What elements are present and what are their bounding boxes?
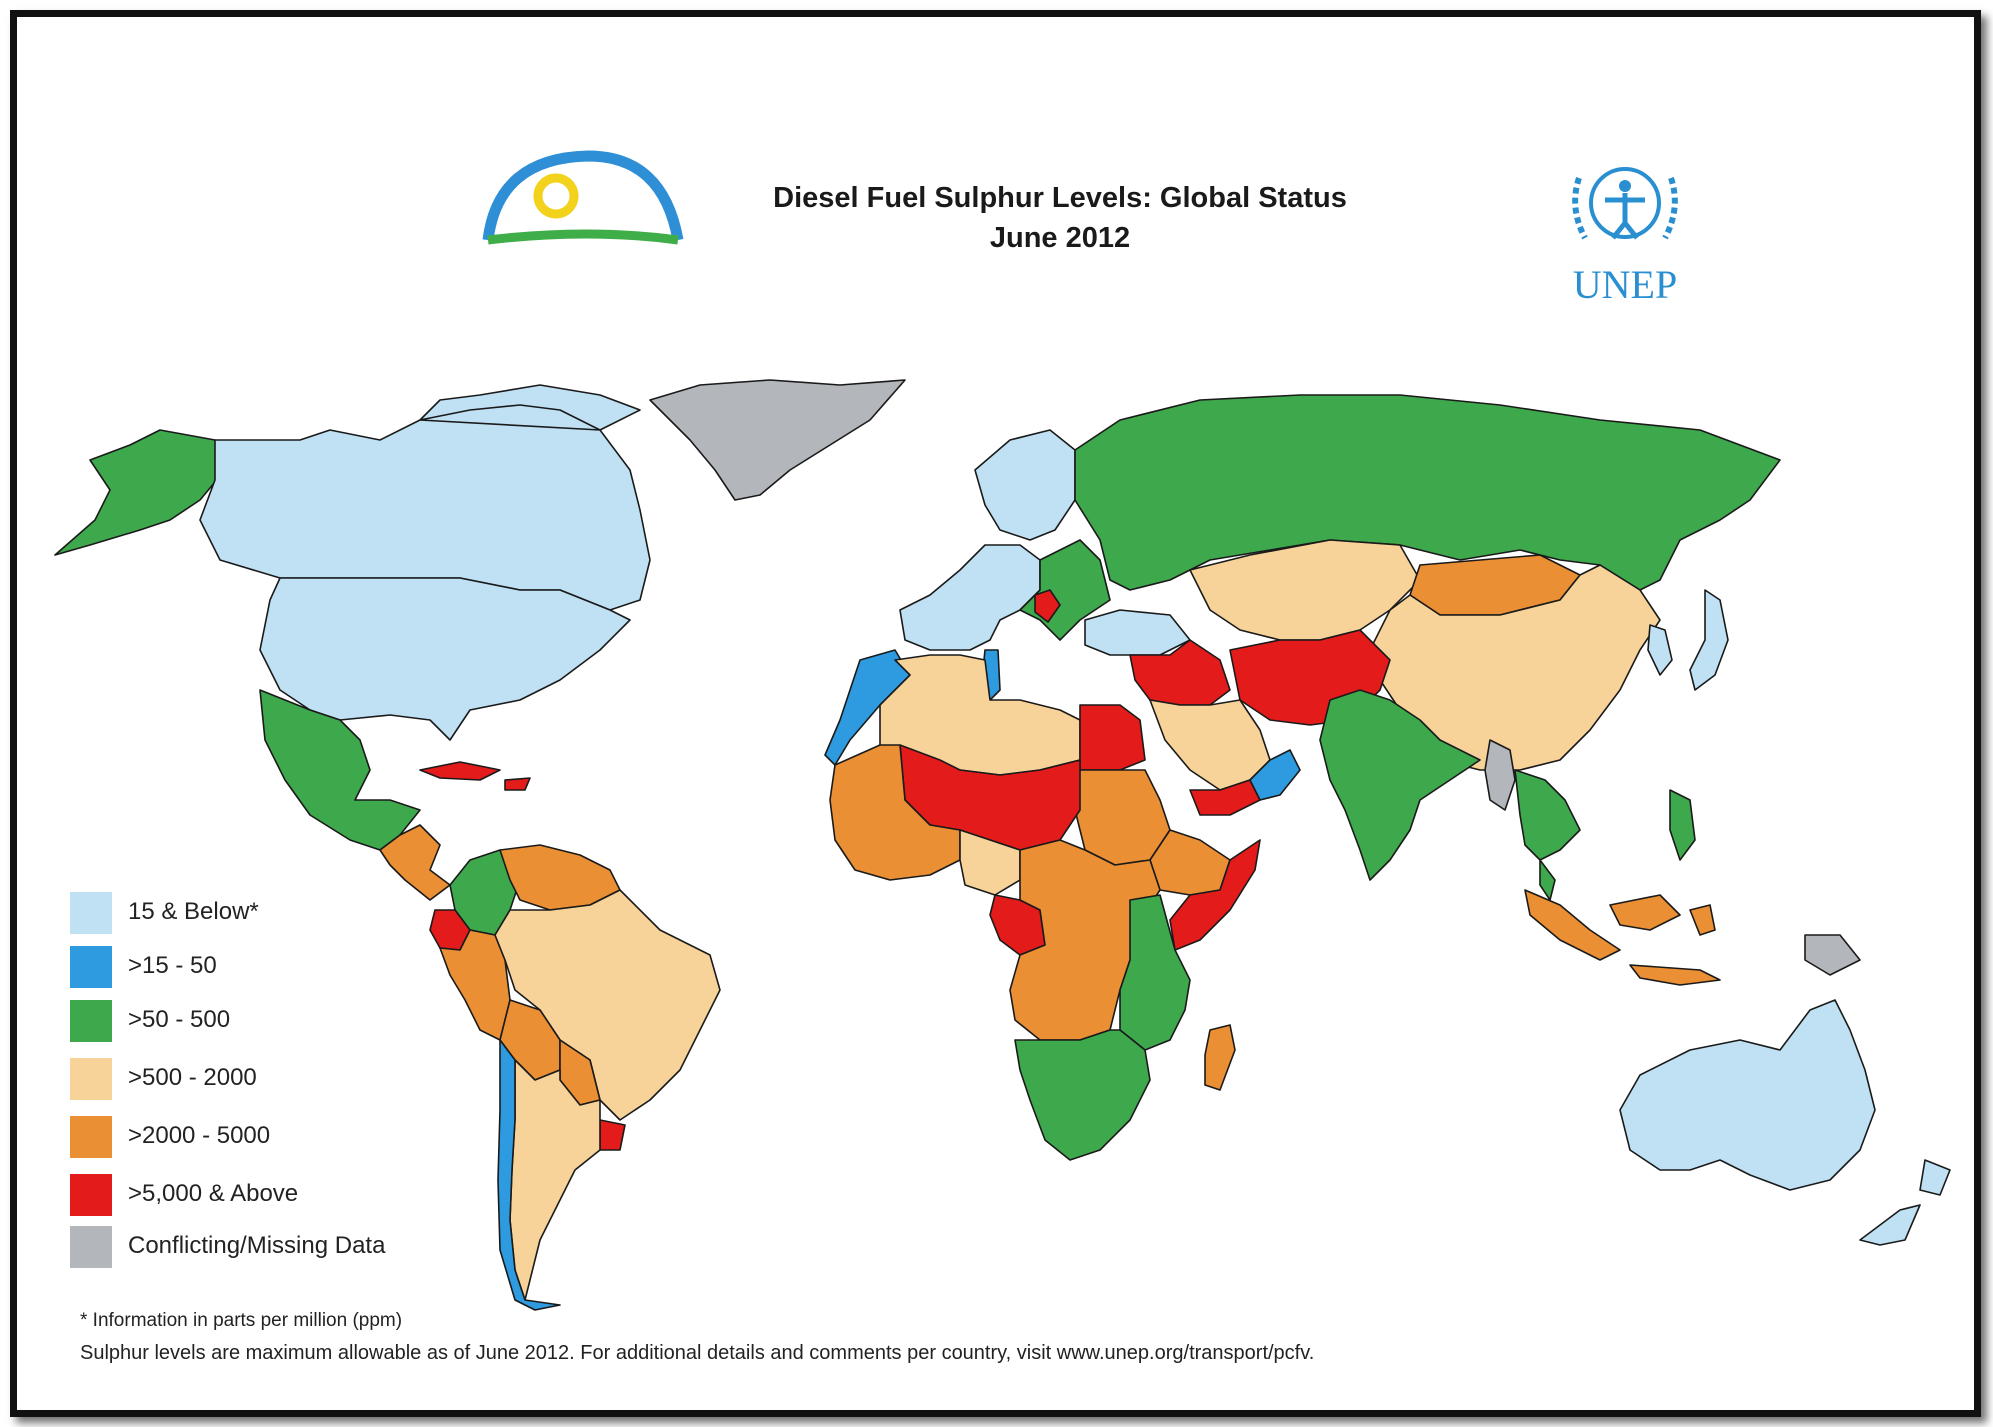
- region-central-america: [379, 824, 451, 901]
- region-cuba: [419, 761, 531, 791]
- legend-swatch: [70, 1174, 112, 1216]
- unep-logo: UNEP: [1555, 148, 1695, 308]
- region-turkey: [1084, 609, 1191, 656]
- legend-label: >15 - 50: [128, 952, 217, 979]
- region-mexico: [259, 689, 421, 851]
- region-uruguay: [599, 1119, 626, 1151]
- region-somalia: [1169, 839, 1261, 951]
- pcfv-logo: [478, 148, 688, 288]
- legend-label: >2000 - 5000: [128, 1122, 271, 1149]
- region-korea: [1647, 624, 1673, 676]
- region-east-africa: [1119, 894, 1191, 1051]
- region-madagascar: [1204, 1024, 1236, 1091]
- region-alaska: [54, 429, 226, 556]
- region-southeast-asia: [1514, 769, 1581, 901]
- legend-swatch: [70, 892, 112, 934]
- region-japan: [1689, 589, 1729, 691]
- region-oman: [1249, 749, 1301, 801]
- region-philippines: [1669, 789, 1696, 861]
- region-indonesia: [1524, 889, 1721, 986]
- legend-swatch: [70, 946, 112, 988]
- legend-label: 15 & Below*: [128, 898, 259, 925]
- legend-label: Conflicting/Missing Data: [128, 1232, 386, 1259]
- title-line-1: Diesel Fuel Sulphur Levels: Global Statu…: [773, 182, 1347, 214]
- svg-text:UNEP: UNEP: [1573, 262, 1677, 307]
- region-india: [1319, 689, 1481, 881]
- legend-swatch: [70, 1226, 112, 1268]
- region-nigeria: [959, 829, 1021, 896]
- region-new-zealand: [1859, 1159, 1951, 1246]
- legend-label: >5,000 & Above: [128, 1180, 299, 1207]
- region-western-europe: [899, 544, 1041, 651]
- region-russia: [1074, 394, 1781, 591]
- region-scandinavia: [974, 429, 1076, 541]
- region-morocco: [824, 649, 911, 766]
- region-usa: [259, 577, 631, 741]
- unep-logo-icon: UNEP: [1572, 167, 1678, 307]
- map-title: Diesel Fuel Sulphur Levels: Global Statu…: [700, 178, 1420, 258]
- legend-swatch: [70, 1058, 112, 1100]
- region-canada: [199, 384, 651, 611]
- region-kazakhstan-central-asia: [1189, 539, 1421, 641]
- region-serbia: [1034, 589, 1061, 623]
- region-southern-africa: [1014, 1029, 1151, 1161]
- region-middle-east-red: [1129, 639, 1231, 706]
- legend-label: >50 - 500: [128, 1006, 231, 1033]
- region-egypt: [1079, 704, 1146, 771]
- footnote-units: * Information in parts per million (ppm): [80, 1310, 403, 1331]
- footnote-source: Sulphur levels are maximum allowable as …: [80, 1342, 1315, 1364]
- title-line-2: June 2012: [989, 222, 1131, 254]
- region-chile: [497, 1039, 561, 1311]
- legend-label: >500 - 2000: [128, 1064, 257, 1091]
- region-saudi-arabia: [1149, 699, 1271, 791]
- pcfv-logo-icon: [482, 150, 684, 245]
- region-myanmar: [1484, 739, 1516, 811]
- region-greenland: [649, 379, 906, 501]
- legend-swatch: [70, 1000, 112, 1042]
- region-australia: [1619, 999, 1876, 1191]
- legend-swatch: [70, 1116, 112, 1158]
- region-papua-new-guinea: [1804, 934, 1861, 976]
